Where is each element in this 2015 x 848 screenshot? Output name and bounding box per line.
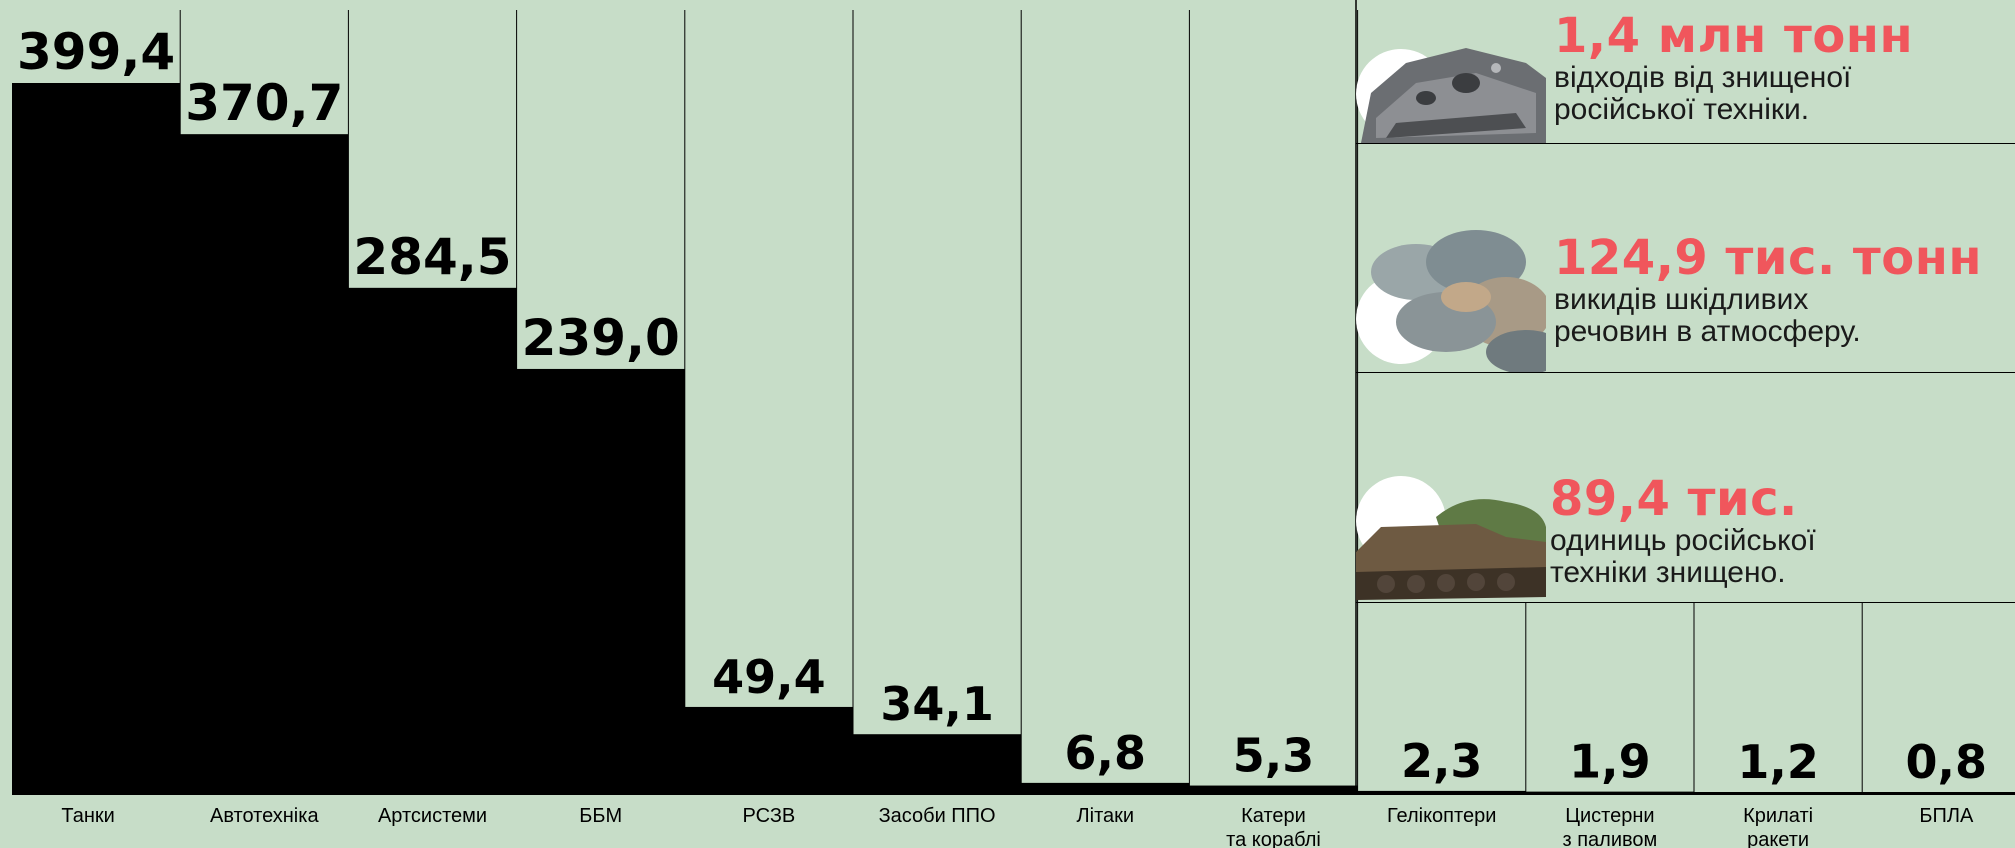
bar bbox=[180, 134, 349, 796]
category-label: ББМ bbox=[579, 805, 622, 827]
destroyed-tank-turret-photo bbox=[1356, 23, 1546, 143]
data-label: 1,9 bbox=[1569, 735, 1651, 789]
category-label: Танки bbox=[61, 805, 114, 827]
destroyed-armored-vehicle-photo bbox=[1356, 472, 1546, 602]
data-label: 5,3 bbox=[1233, 729, 1315, 783]
category-label: Автотехніка bbox=[210, 805, 319, 827]
category-label: БПЛА bbox=[1919, 805, 1974, 827]
bar bbox=[12, 83, 181, 795]
bar bbox=[684, 706, 853, 795]
bar bbox=[1694, 792, 1863, 795]
data-label: 2,3 bbox=[1401, 734, 1483, 788]
stat-description: одиниць російської bbox=[1550, 524, 1816, 557]
category-label: Артсистеми bbox=[378, 805, 487, 827]
data-label: 34,1 bbox=[880, 677, 994, 731]
stat-description: відходів від знищеної bbox=[1554, 61, 1852, 94]
data-label: 239,0 bbox=[522, 309, 680, 367]
smoke-cloud-photo bbox=[1356, 222, 1546, 372]
data-label: 1,2 bbox=[1737, 735, 1819, 789]
data-label: 49,4 bbox=[712, 650, 826, 704]
stat-description: речовин в атмосферу. bbox=[1554, 315, 1861, 348]
stat-panel-emissions: 124,9 тис. тонн викидів шкідливих речови… bbox=[1356, 144, 2015, 373]
data-label: 0,8 bbox=[1906, 735, 1988, 789]
category-label: та кораблі bbox=[1226, 829, 1321, 848]
data-label: 284,5 bbox=[353, 228, 511, 286]
stat-value: 124,9 тис. тонн bbox=[1554, 230, 1983, 286]
bar bbox=[1525, 791, 1694, 795]
category-label: РСЗВ bbox=[743, 805, 796, 827]
category-label: Крилаті bbox=[1743, 805, 1813, 827]
category-label: ракети bbox=[1747, 829, 1809, 848]
stat-value: 89,4 тис. bbox=[1550, 471, 1798, 527]
category-label: Засоби ППО bbox=[879, 805, 996, 827]
stat-description: техніки знищено. bbox=[1550, 556, 1786, 589]
bar bbox=[516, 368, 685, 795]
bar bbox=[853, 734, 1022, 795]
bar bbox=[1189, 785, 1358, 795]
bar bbox=[1862, 792, 2015, 795]
category-label: Літаки bbox=[1077, 805, 1135, 827]
stat-panel-destroyed-units: 89,4 тис. одиниць російської техніки зни… bbox=[1356, 373, 2015, 603]
category-label: Катери bbox=[1241, 805, 1306, 827]
category-label: з паливом bbox=[1563, 829, 1658, 848]
data-label: 6,8 bbox=[1065, 726, 1147, 780]
stat-description: російської техніки. bbox=[1554, 93, 1810, 126]
category-label: Цистерни bbox=[1565, 805, 1654, 827]
stat-value: 1,4 млн тонн bbox=[1554, 8, 1914, 64]
data-label: 399,4 bbox=[17, 23, 175, 81]
bar bbox=[1021, 782, 1190, 795]
category-label: Гелікоптери bbox=[1387, 805, 1496, 827]
stat-panel-waste: 1,4 млн тонн відходів від знищеної росій… bbox=[1356, 0, 2015, 144]
bar bbox=[348, 287, 517, 795]
data-label: 370,7 bbox=[185, 74, 343, 132]
stat-description: викидів шкідливих bbox=[1554, 283, 1809, 316]
bar bbox=[1357, 790, 1526, 795]
